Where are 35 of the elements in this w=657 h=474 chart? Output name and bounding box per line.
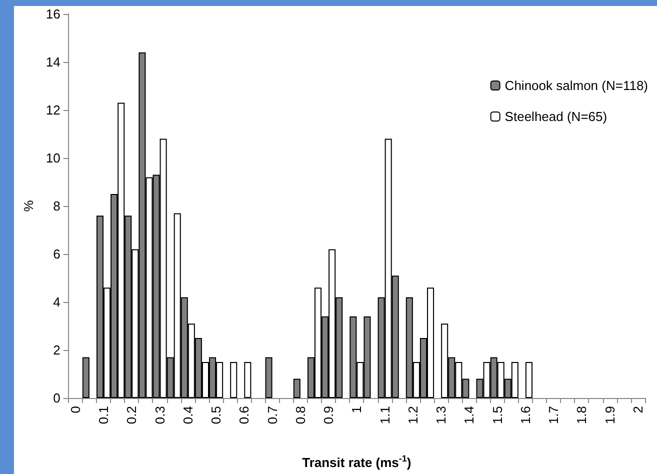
x-tick-label: 1.3 <box>434 406 449 424</box>
x-tick-label: 1.8 <box>574 406 590 424</box>
y-axis-title: % <box>21 200 36 212</box>
x-tick-label: 1.4 <box>462 406 477 424</box>
bar <box>244 362 252 398</box>
y-tick-label: 8 <box>53 198 60 214</box>
x-tick-label: 2 <box>630 406 646 414</box>
x-tick-label: 0.7 <box>264 406 280 424</box>
x-tick-label: 1.7 <box>546 406 562 424</box>
x-tick-label: 1.1 <box>377 406 392 424</box>
y-tick-label: 10 <box>46 150 60 166</box>
x-tick-label: 0.5 <box>208 406 224 424</box>
legend-label: Chinook salmon (N=118) <box>504 78 648 93</box>
x-tick-label: 1.9 <box>602 406 618 424</box>
y-tick-label: 12 <box>46 102 60 118</box>
y-tick-label: 6 <box>53 246 60 262</box>
x-tick-label: 0 <box>68 406 83 414</box>
x-tick-label: 0.1 <box>96 406 112 424</box>
y-tick-label: 14 <box>46 54 60 70</box>
x-tick-label: 0.4 <box>180 406 196 424</box>
x-tick-label: 0.2 <box>124 406 140 424</box>
x-tick-label: 1.6 <box>518 406 533 424</box>
x-tick-label: 0.6 <box>236 406 252 424</box>
bar <box>230 362 238 398</box>
x-tick-label: 1.5 <box>490 406 505 424</box>
y-tick-label: 4 <box>53 294 60 310</box>
legend-label: Steelhead (N=65) <box>504 109 608 124</box>
x-tick-label: 0.8 <box>292 406 308 424</box>
y-tick-label: 2 <box>53 342 60 358</box>
x-tick-label: 1 <box>349 406 364 414</box>
x-tick-label: 0.9 <box>321 406 336 424</box>
x-tick-label: 1.2 <box>405 406 420 424</box>
x-tick-label: 0.3 <box>152 406 168 424</box>
bar <box>525 362 532 398</box>
y-tick-label: 16 <box>46 6 60 22</box>
